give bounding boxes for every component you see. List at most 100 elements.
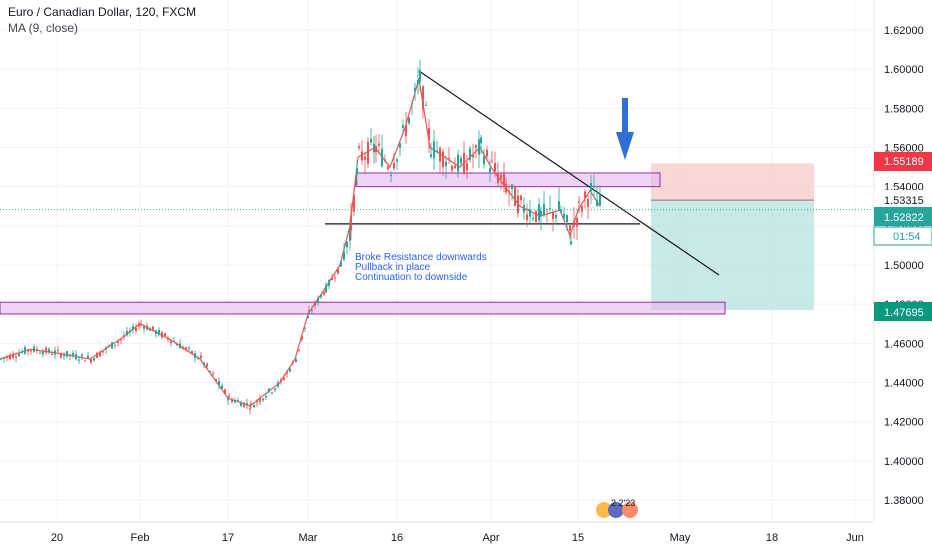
candle-body [483, 156, 485, 165]
candle-body [314, 302, 316, 306]
candle-body [203, 362, 205, 365]
candle-body [367, 141, 369, 164]
candle-body [206, 363, 208, 367]
candle-body [390, 174, 392, 176]
candle-body [540, 210, 542, 217]
candle-body [532, 218, 534, 220]
candle-body [358, 146, 360, 149]
candle-body [155, 330, 157, 335]
y-tick-label: 1.44000 [884, 378, 924, 390]
candle-body [227, 397, 229, 401]
candle-body [149, 328, 151, 331]
take-profit-zone[interactable] [651, 200, 814, 311]
candle-body [6, 356, 8, 358]
candle-body [428, 128, 430, 141]
candle-body [349, 228, 351, 241]
candle-body [24, 347, 26, 354]
time-axis: 20 Feb 17 Mar 16 Apr 15 May 18 Jun [51, 532, 864, 544]
support-zone[interactable] [0, 301, 726, 315]
candle-body [15, 356, 17, 358]
candle-body [320, 294, 322, 298]
price-labels: 1.55189 1.53315 1.52822 01:54 1.47695 [873, 152, 932, 321]
candle-body [42, 351, 44, 355]
watermark-text: 2 2'23 [611, 498, 635, 508]
candle-body [60, 353, 62, 358]
candle-body [448, 157, 450, 159]
candle-body [325, 284, 327, 293]
candle-body [240, 402, 242, 407]
annotation-line-2: Pullback in place [355, 262, 430, 273]
candle-body [231, 399, 233, 402]
candle-body [237, 400, 239, 402]
candle-body [334, 277, 336, 279]
candle-body [114, 344, 116, 346]
candle-body [117, 341, 119, 343]
candle-body [331, 278, 333, 280]
y-tick-label: 1.38000 [884, 495, 924, 507]
candle-body [478, 139, 480, 155]
candle-body [399, 143, 401, 148]
candle-body [578, 201, 580, 203]
candle-body [584, 191, 586, 198]
candle-body [549, 208, 551, 210]
symbol-title[interactable]: Euro / Canadian Dollar, 120, FXCM [8, 5, 197, 19]
candle-body [158, 329, 160, 335]
stop-price-text: 1.55189 [884, 156, 924, 168]
candle-body [188, 347, 190, 349]
candle-body [75, 354, 77, 360]
candle-body [36, 349, 38, 351]
stop-price-label [874, 152, 932, 171]
candle-body [295, 359, 297, 363]
candle-body [185, 347, 187, 350]
candle-body [167, 337, 169, 340]
price-axis-ticks: 1.620001.600001.580001.560001.540001.520… [884, 25, 924, 507]
candle-body [566, 215, 568, 223]
candle-body [573, 220, 575, 227]
candle-body [523, 204, 525, 213]
candle-body [78, 359, 80, 361]
candle-body [402, 125, 404, 128]
y-tick-label: 1.58000 [884, 103, 924, 115]
candle-body [265, 396, 267, 398]
candle-body [503, 173, 505, 187]
candle-body [224, 389, 226, 394]
x-tick-label: May [670, 532, 691, 544]
candle-body [102, 351, 104, 353]
candle-body [343, 251, 345, 260]
candle-body [563, 214, 565, 219]
y-tick-label: 1.56000 [884, 143, 924, 155]
indicator-label[interactable]: MA (9, close) [8, 21, 79, 35]
resistance-zone[interactable] [355, 172, 661, 188]
candle-body [517, 195, 519, 214]
candle-body [277, 382, 279, 387]
candle-body [419, 70, 421, 82]
candle-body [218, 380, 220, 386]
candle-body [146, 325, 148, 330]
candle-body [283, 378, 285, 380]
stop-loss-zone[interactable] [651, 163, 814, 201]
candle-body [99, 352, 101, 357]
candle-body [346, 242, 348, 248]
candle-body [558, 201, 560, 211]
candle-body [442, 151, 444, 168]
candle-body [105, 347, 107, 350]
candle-body [337, 268, 339, 274]
candle-body [301, 336, 303, 340]
candle-body [221, 385, 223, 389]
candle-body [48, 349, 50, 353]
candle-body [200, 355, 202, 359]
candle-body [90, 359, 92, 363]
candle-body [535, 210, 537, 222]
candle-body [570, 241, 572, 245]
y-tick-label: 1.42000 [884, 417, 924, 429]
countdown-text: 01:54 [893, 231, 921, 243]
candle-body [408, 117, 410, 124]
candle-body [307, 315, 309, 318]
descending-trendline[interactable] [418, 70, 720, 276]
candle-body [538, 204, 540, 221]
candle-body [209, 371, 211, 373]
candle-body [317, 298, 319, 304]
candle-body [304, 327, 306, 329]
entry-price-label [874, 190, 932, 209]
